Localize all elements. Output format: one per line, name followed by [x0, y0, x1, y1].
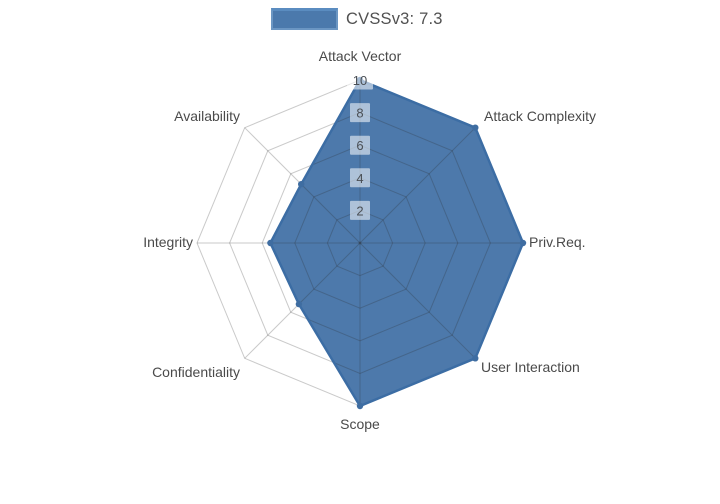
- axis-label-priv-req: Priv.Req.: [529, 234, 586, 250]
- radial-tick-label-6: 6: [356, 138, 363, 153]
- legend-label: CVSSv3: 7.3: [346, 9, 443, 28]
- grid-ring-8: [229, 112, 491, 374]
- radial-tick-box-2: [350, 200, 370, 220]
- radial-tick-box-10: [347, 70, 373, 90]
- legend-item-cvssv3[interactable]: CVSSv3: 7.3: [271, 8, 443, 30]
- series-marker-1[interactable]: [472, 124, 479, 131]
- grid-spoke-1: [359, 127, 476, 244]
- axis-label-attack-complexity: Attack Complexity: [484, 108, 596, 124]
- radial-tick-label-10: 10: [353, 73, 367, 88]
- series-fill-cvssv3[interactable]: [270, 80, 523, 406]
- grid-ring-6: [261, 144, 459, 342]
- grid-ring-2: [326, 209, 394, 277]
- grid-spoke-3: [359, 242, 476, 359]
- radial-tick-box-6: [350, 135, 370, 155]
- axis-label-user-interaction: User Interaction: [481, 359, 580, 375]
- radial-tick-box-4: [350, 168, 370, 188]
- radial-tick-box-8: [350, 103, 370, 123]
- series-marker-5[interactable]: [295, 300, 303, 308]
- series-marker-3[interactable]: [472, 355, 479, 362]
- radial-tick-label-4: 4: [356, 171, 363, 186]
- axis-label-confidentiality: Confidentiality: [152, 364, 240, 380]
- series-marker-2[interactable]: [519, 239, 527, 247]
- series-marker-6[interactable]: [267, 239, 274, 247]
- axis-label-attack-vector: Attack Vector: [319, 48, 402, 64]
- axis-label-availability: Availability: [174, 108, 240, 124]
- series-marker-7[interactable]: [298, 181, 305, 188]
- legend-swatch: [271, 8, 338, 30]
- axis-label-scope: Scope: [340, 416, 380, 432]
- radial-tick-label-8: 8: [356, 106, 363, 121]
- grid-center-dot: [358, 241, 362, 245]
- radial-tick-label-2: 2: [356, 203, 363, 218]
- grid-ring-4: [294, 177, 426, 309]
- axis-label-integrity: Integrity: [143, 234, 193, 250]
- grid-spoke-5: [244, 242, 361, 359]
- series-marker-4[interactable]: [356, 402, 364, 410]
